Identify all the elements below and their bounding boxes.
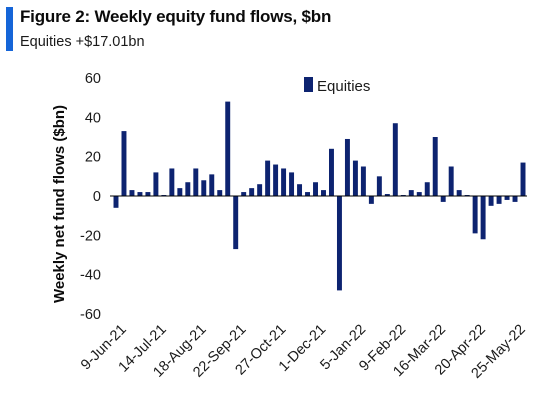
bar xyxy=(289,172,295,196)
bar xyxy=(201,180,207,196)
bar xyxy=(137,192,143,196)
bar xyxy=(153,172,159,196)
bar xyxy=(392,123,398,196)
bar xyxy=(368,196,374,204)
legend-label-equities: Equities xyxy=(317,78,370,95)
bar xyxy=(336,196,342,291)
bar xyxy=(217,190,223,196)
y-tick-label: 0 xyxy=(93,189,101,205)
bar xyxy=(113,196,119,208)
x-axis-ticks: 9-Jun-2114-Jul-2118-Aug-2122-Sep-2127-Oc… xyxy=(78,322,529,382)
bar xyxy=(480,196,486,240)
bar xyxy=(145,192,151,196)
y-tick-label: -20 xyxy=(80,228,101,244)
y-tick-label: 60 xyxy=(85,71,101,87)
bar xyxy=(177,188,183,196)
chart-title: Figure 2: Weekly equity fund flows, $bn xyxy=(20,7,332,26)
bar xyxy=(352,160,358,196)
bar xyxy=(257,184,263,196)
bar xyxy=(376,176,382,196)
bar xyxy=(448,166,454,196)
bar xyxy=(321,190,326,196)
bar xyxy=(520,162,526,196)
y-tick-label: -40 xyxy=(80,268,101,284)
bar xyxy=(313,182,318,196)
legend-swatch-equities xyxy=(304,77,313,92)
bar xyxy=(456,190,462,196)
bar xyxy=(440,196,446,202)
bar xyxy=(432,137,438,196)
y-axis-title: Weekly net fund flows ($bn) xyxy=(51,105,68,303)
bar xyxy=(273,164,279,196)
bar xyxy=(305,192,310,196)
legend: Equities xyxy=(304,77,370,95)
bar xyxy=(265,160,271,196)
bar xyxy=(241,192,247,196)
bar xyxy=(496,196,502,204)
y-axis-ticks: 60 40 20 0 -20 -40 -60 xyxy=(80,71,101,323)
bar xyxy=(225,101,231,196)
bar xyxy=(408,190,414,196)
bar xyxy=(169,168,175,196)
bar xyxy=(472,196,478,234)
bar xyxy=(424,182,430,196)
bar xyxy=(249,188,255,196)
bar xyxy=(281,168,287,196)
bar xyxy=(488,196,494,206)
bar xyxy=(384,194,390,196)
bar xyxy=(193,168,199,196)
bar xyxy=(512,196,518,202)
bar xyxy=(360,166,366,196)
bar xyxy=(121,131,127,196)
bar xyxy=(297,184,303,196)
bar xyxy=(504,196,510,200)
bar xyxy=(209,174,215,196)
title-accent-bar xyxy=(6,7,13,51)
y-tick-label: -60 xyxy=(80,307,101,323)
chart-subtitle: Equities +$17.01bn xyxy=(20,34,145,50)
bar xyxy=(129,190,135,196)
bar xyxy=(329,148,334,196)
bar xyxy=(344,138,350,196)
y-tick-label: 40 xyxy=(85,110,101,126)
bar xyxy=(185,182,191,196)
y-tick-label: 20 xyxy=(85,150,101,166)
bar xyxy=(416,192,422,196)
bar-series-equities xyxy=(113,101,526,291)
bar xyxy=(233,196,239,250)
